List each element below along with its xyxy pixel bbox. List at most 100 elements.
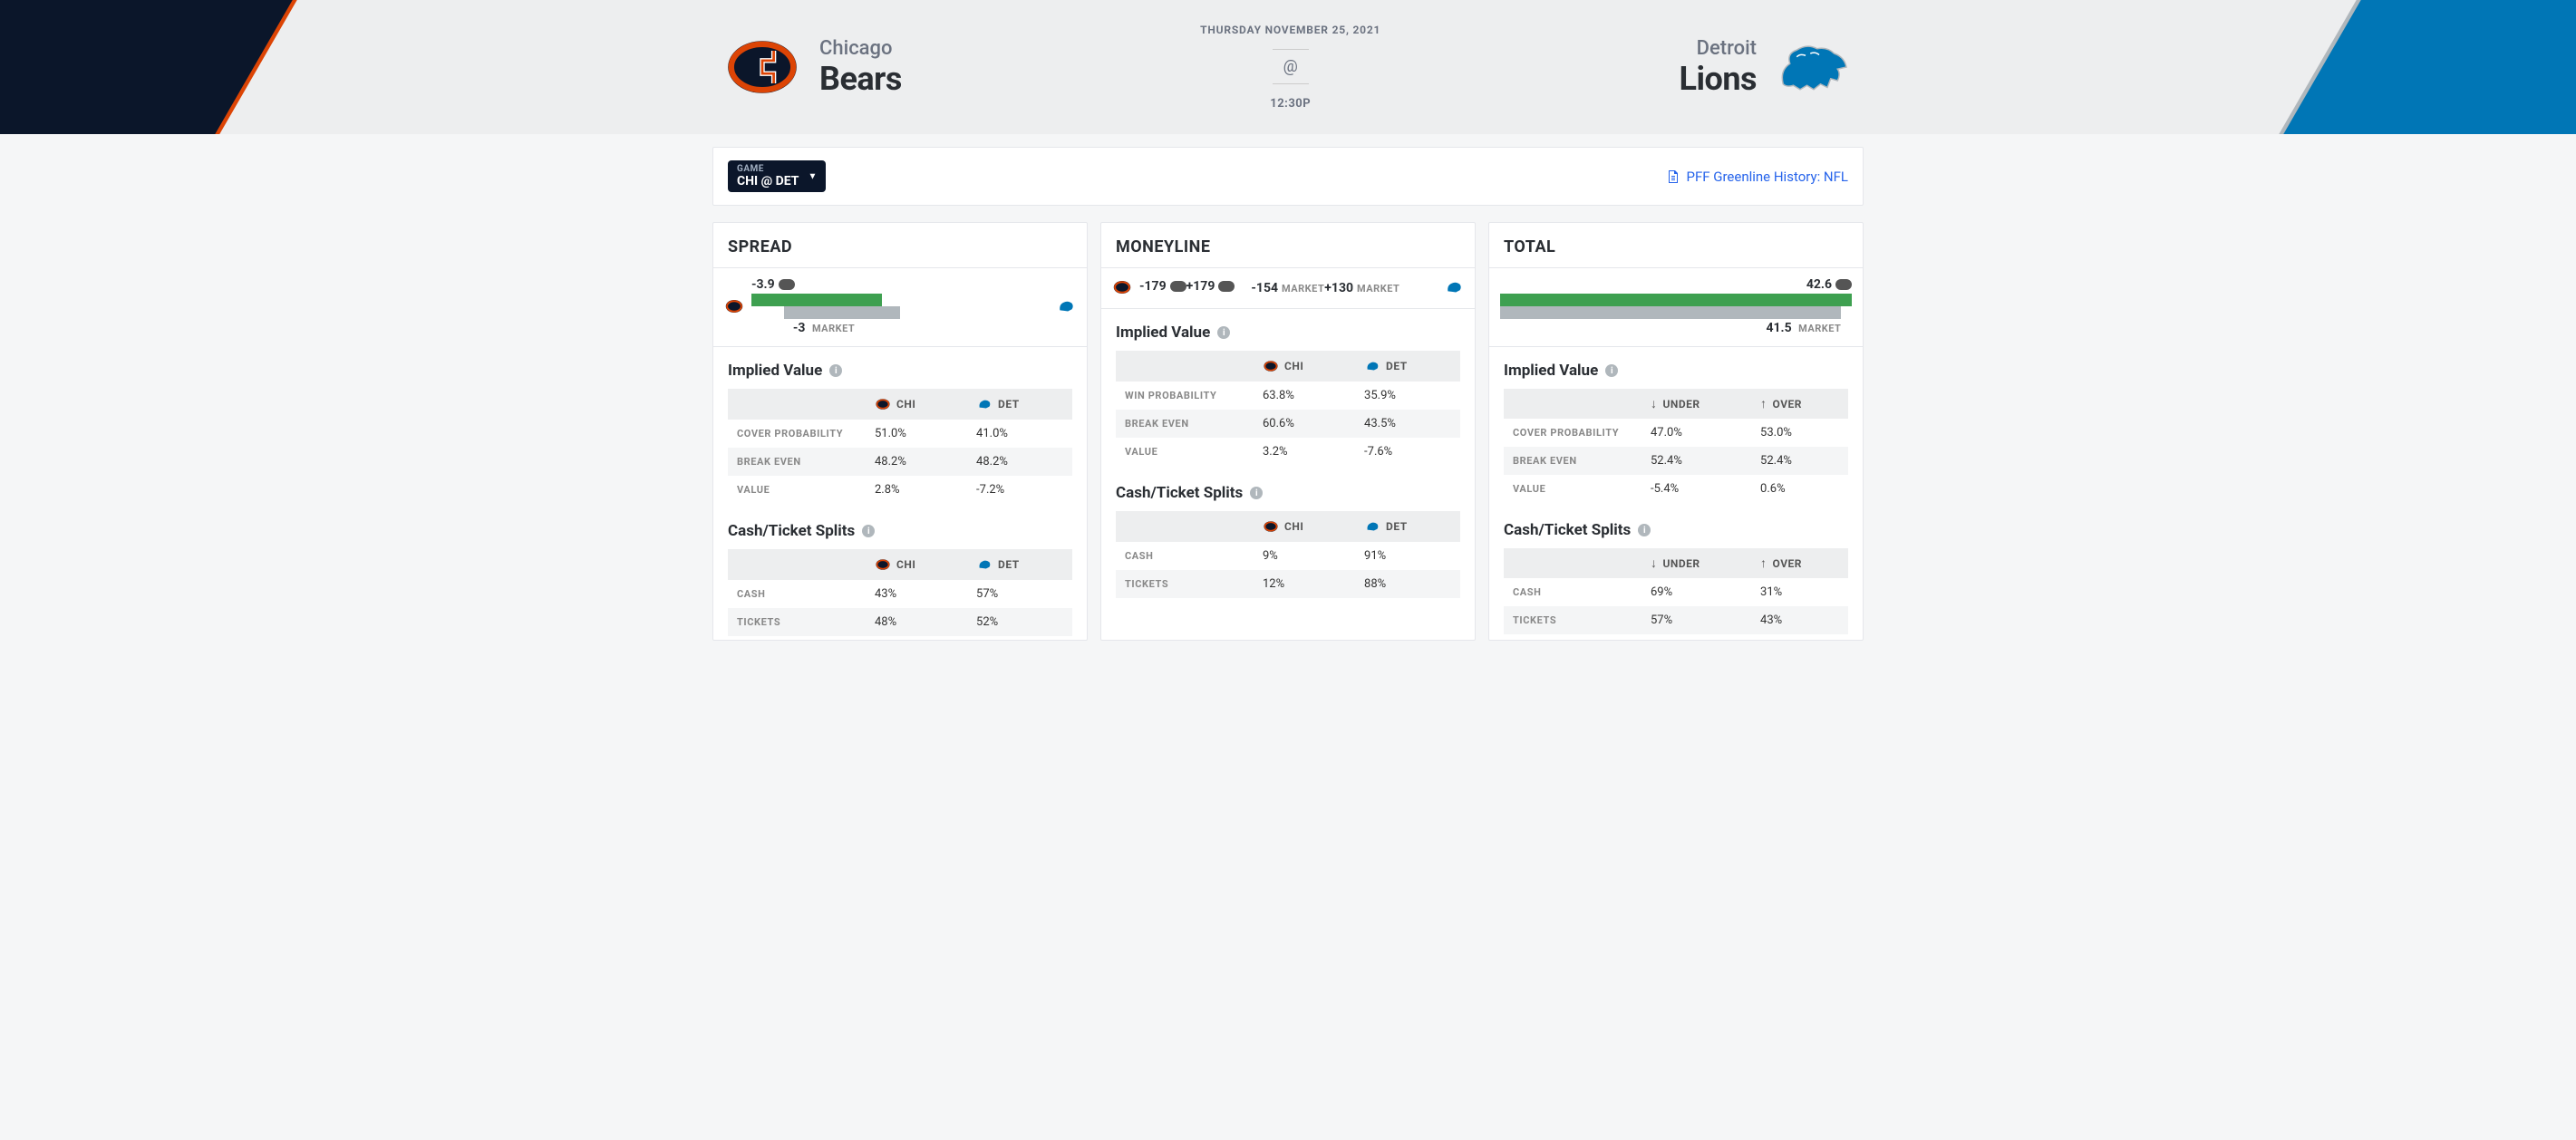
cell-value: 51.0% xyxy=(866,420,967,448)
home-team-block: Detroit Lions xyxy=(1680,26,1855,108)
cell-value: 57% xyxy=(967,580,1072,608)
controls-bar: GAME CHI @ DET PFF Greenline History: NF… xyxy=(712,147,1864,206)
pff-pill-icon xyxy=(1218,281,1235,292)
chi-col-label: CHI xyxy=(896,398,915,411)
row-label: WIN PROBABILITY xyxy=(1116,382,1254,410)
table-row: COVER PROBABILITY51.0%41.0% xyxy=(728,420,1072,448)
row-label: COVER PROBABILITY xyxy=(1504,419,1641,447)
total-implied-table: ↓UNDER ↑OVER COVER PROBABILITY47.0%53.0%… xyxy=(1504,389,1848,503)
row-label: TICKETS xyxy=(1116,570,1254,598)
table-row: TICKETS12%88% xyxy=(1116,570,1460,598)
table-row: COVER PROBABILITY47.0%53.0% xyxy=(1504,419,1848,447)
table-row: VALUE-5.4%0.6% xyxy=(1504,475,1848,503)
cell-value: 91% xyxy=(1355,542,1460,570)
lions-col-logo-icon xyxy=(976,556,993,573)
history-link-text: PFF Greenline History: NFL xyxy=(1686,169,1848,185)
implied-value-label: Implied Value xyxy=(1116,324,1210,342)
away-city: Chicago xyxy=(819,37,902,60)
info-icon[interactable]: i xyxy=(1217,326,1230,339)
total-line-viz: 42.6 41.5 MARKET xyxy=(1489,267,1863,347)
over-col-label: OVER xyxy=(1773,398,1802,411)
row-label: VALUE xyxy=(728,476,866,504)
total-implied-subtitle: Implied Value i xyxy=(1489,347,1863,389)
det-col-label: DET xyxy=(998,398,1020,411)
home-name: Lions xyxy=(1680,60,1758,98)
total-gray-bar xyxy=(1500,306,1841,319)
ml-pff-home: +179 xyxy=(1186,279,1215,294)
table-row: TICKETS57%43% xyxy=(1504,606,1848,634)
greenline-history-link[interactable]: PFF Greenline History: NFL xyxy=(1666,169,1848,185)
game-time: 12:30P xyxy=(1200,97,1380,111)
table-row: CASH69%31% xyxy=(1504,578,1848,606)
spread-pff-line: -3.9 xyxy=(751,277,775,292)
row-label: CASH xyxy=(1504,578,1641,606)
spread-card: SPREAD -3.9 -3 MARKET I xyxy=(712,222,1088,641)
spread-implied-table: CHI DET COVER PROBABILITY51.0%41.0% BREA… xyxy=(728,389,1072,504)
cell-value: 31% xyxy=(1751,578,1848,606)
info-icon[interactable]: i xyxy=(1605,364,1618,377)
row-label: CASH xyxy=(1116,542,1254,570)
lions-mini-logo-icon xyxy=(1056,296,1076,316)
lions-col-logo-icon xyxy=(1364,518,1380,535)
spread-title: SPREAD xyxy=(713,223,1087,267)
lions-logo-icon xyxy=(1773,26,1855,108)
row-label: VALUE xyxy=(1504,475,1641,503)
table-row: VALUE3.2%-7.6% xyxy=(1116,438,1460,466)
cell-value: 53.0% xyxy=(1751,419,1848,447)
table-row: CASH43%57% xyxy=(728,580,1072,608)
table-row: VALUE2.8%-7.2% xyxy=(728,476,1072,504)
chi-col-label: CHI xyxy=(896,558,915,571)
det-col-label: DET xyxy=(1386,520,1408,533)
selector-label: GAME xyxy=(737,164,799,174)
game-date: THURSDAY NOVEMBER 25, 2021 xyxy=(1200,24,1380,36)
market-label: MARKET xyxy=(1798,323,1841,334)
game-center-info: THURSDAY NOVEMBER 25, 2021 @ 12:30P xyxy=(1200,24,1380,111)
info-icon[interactable]: i xyxy=(1250,487,1263,499)
over-col-label: OVER xyxy=(1773,557,1802,570)
total-card: TOTAL 42.6 41.5 MARKET Implied Value i xyxy=(1488,222,1864,641)
info-icon[interactable]: i xyxy=(1638,524,1651,536)
pff-pill-icon xyxy=(779,279,795,290)
spread-line-viz: -3.9 -3 MARKET xyxy=(713,267,1087,347)
pff-pill-icon xyxy=(1170,281,1186,292)
bears-logo-icon xyxy=(721,26,803,108)
cell-value: 43% xyxy=(1751,606,1848,634)
home-stripe xyxy=(2283,0,2576,134)
cell-value: -5.4% xyxy=(1641,475,1751,503)
total-pff-line: 42.6 xyxy=(1806,277,1832,292)
under-col-label: UNDER xyxy=(1663,398,1700,411)
arrow-down-icon: ↓ xyxy=(1651,556,1658,571)
cell-value: 48.2% xyxy=(866,448,967,476)
away-name: Bears xyxy=(819,60,902,98)
bears-col-logo-icon xyxy=(875,396,891,412)
bears-col-logo-icon xyxy=(1263,518,1279,535)
cell-value: -7.2% xyxy=(967,476,1072,504)
ml-splits-subtitle: Cash/Ticket Splits i xyxy=(1101,469,1475,511)
spread-splits-table: CHI DET CASH43%57% TICKETS48%52% xyxy=(728,549,1072,636)
at-symbol: @ xyxy=(1273,49,1309,84)
away-stripe xyxy=(0,0,293,134)
total-splits-subtitle: Cash/Ticket Splits i xyxy=(1489,507,1863,548)
det-col-label: DET xyxy=(1386,360,1408,372)
info-icon[interactable]: i xyxy=(829,364,842,377)
cell-value: 60.6% xyxy=(1254,410,1355,438)
cell-value: 52.4% xyxy=(1751,447,1848,475)
cell-value: 69% xyxy=(1641,578,1751,606)
arrow-down-icon: ↓ xyxy=(1651,396,1658,411)
row-label: COVER PROBABILITY xyxy=(728,420,866,448)
cell-value: 43% xyxy=(866,580,967,608)
spread-market-line: -3 xyxy=(793,321,806,335)
document-icon xyxy=(1666,169,1680,184)
table-row: TICKETS48%52% xyxy=(728,608,1072,636)
row-label: BREAK EVEN xyxy=(1116,410,1254,438)
home-city: Detroit xyxy=(1697,37,1757,60)
game-selector-dropdown[interactable]: GAME CHI @ DET xyxy=(728,160,826,192)
cell-value: 48.2% xyxy=(967,448,1072,476)
info-icon[interactable]: i xyxy=(862,525,875,537)
implied-value-label: Implied Value xyxy=(728,362,822,380)
game-header: Chicago Bears THURSDAY NOVEMBER 25, 2021… xyxy=(0,0,2576,134)
chi-col-label: CHI xyxy=(1284,360,1303,372)
cell-value: 0.6% xyxy=(1751,475,1848,503)
row-label: CASH xyxy=(728,580,866,608)
moneyline-title: MONEYLINE xyxy=(1101,223,1475,267)
